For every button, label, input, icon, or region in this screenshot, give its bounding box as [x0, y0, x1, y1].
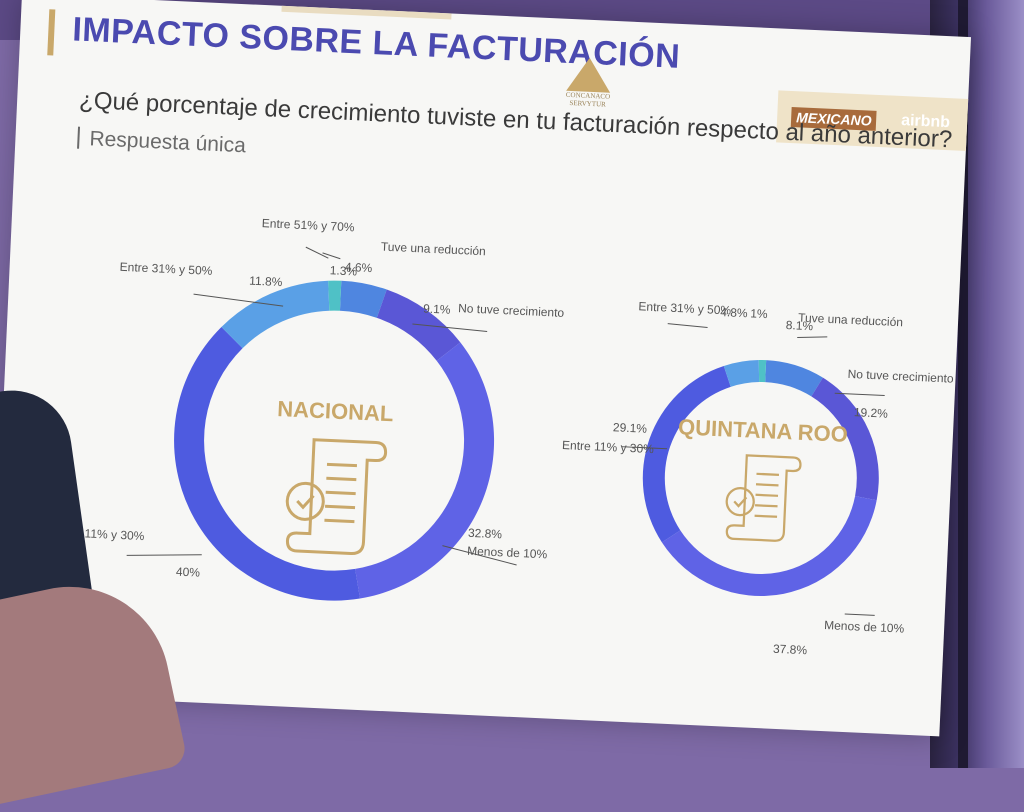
- donut-slice: [765, 360, 823, 397]
- donut-slice: [221, 280, 330, 349]
- donut-chart-nacional: Tuve una reducción 4.6% No tuve crecimient…: [52, 216, 565, 601]
- slice-label: Entre 31% y 50%: [638, 299, 732, 317]
- slice-value-label: 9.1%: [423, 302, 451, 317]
- donut-slice: [642, 365, 731, 543]
- donut-slice: [376, 289, 461, 361]
- leader-line: [622, 446, 668, 450]
- slice-value-label: 37.8%: [773, 642, 808, 658]
- donut-slice: [661, 496, 877, 597]
- leader-line: [844, 613, 875, 616]
- slice-value-label: 1.3%: [329, 263, 357, 278]
- leader-line: [322, 252, 341, 260]
- slice-value-label: 4.8%: [720, 305, 748, 320]
- slice-value-label: 29.1%: [613, 420, 648, 436]
- slice-label: Entre 51% y 70%: [262, 216, 356, 234]
- screen-edge: [958, 0, 968, 768]
- slice-value-label: 8.1%: [785, 318, 813, 333]
- leader-line: [305, 246, 329, 259]
- donut-slice: [339, 280, 387, 318]
- slice-label: Tuve una reducción: [798, 311, 903, 330]
- slice-value-label: 32.8%: [468, 526, 503, 542]
- donut-slice: [174, 326, 360, 601]
- slice-value-label: 19.2%: [854, 405, 889, 421]
- slice-label: Menos de 10%: [467, 544, 548, 562]
- slice-label: Tuve una reducción: [381, 240, 486, 259]
- donut-slice: [328, 280, 342, 311]
- donut-slice: [758, 360, 767, 383]
- leader-line: [442, 545, 517, 566]
- leader-line: [667, 323, 708, 328]
- slice-value-label: 1%: [750, 306, 768, 321]
- donut-slice: [355, 342, 495, 599]
- slice-value-label: 40%: [176, 565, 201, 580]
- leader-line: [797, 336, 828, 339]
- document-check-icon: [725, 454, 802, 542]
- document-check-icon: [285, 438, 388, 555]
- slice-label: No tuve crecimiento: [458, 301, 565, 320]
- slice-label: No tuve crecimiento: [847, 367, 954, 386]
- slice-value-label: 4.6%: [345, 260, 373, 275]
- slice-value-label: 11.8%: [249, 274, 283, 290]
- slice-label: Entre 11% y 30%: [562, 438, 655, 456]
- donut-slice: [811, 377, 879, 501]
- donut-charts: Tuve una reducción 4.6% No tuve crecimient…: [52, 216, 954, 658]
- donut-center-label: QUINTANA ROO: [678, 414, 849, 447]
- leader-line: [834, 392, 885, 397]
- slice-label: Menos de 10%: [824, 618, 905, 636]
- leader-line: [126, 554, 202, 556]
- leader-line: [193, 293, 284, 307]
- presentation-slide: IMPACTO SOBRE LA FACTURACIÓN CONCANACO SE…: [0, 0, 972, 737]
- donut-slice: [723, 360, 760, 387]
- slice-label: Entre 31% y 50%: [119, 260, 213, 278]
- donut-center-label: NACIONAL: [277, 396, 394, 426]
- leader-line: [412, 323, 488, 332]
